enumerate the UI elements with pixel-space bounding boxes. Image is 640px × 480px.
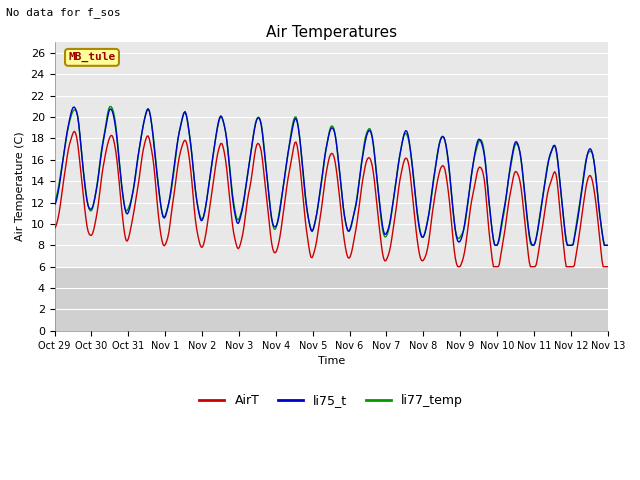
AirT [556, 201, 563, 206]
AirT [362, 163, 369, 169]
Y-axis label: Air Temperature (C): Air Temperature (C) [15, 132, 25, 241]
Legend: AirT, li75_t, li77_temp: AirT, li75_t, li77_temp [195, 389, 468, 412]
AirT [460, 254, 467, 260]
AirT [70, 129, 78, 134]
li75_t [224, 146, 232, 152]
Bar [54, 42, 608, 267]
li75_t [70, 104, 78, 110]
Bar [54, 267, 608, 331]
AirT [51, 226, 58, 231]
Title: Air Temperatures: Air Temperatures [266, 24, 397, 39]
li75_t [51, 202, 58, 208]
AirT [604, 264, 612, 270]
AirT [224, 177, 232, 182]
li75_t [362, 139, 369, 144]
li75_t [388, 207, 396, 213]
li77_temp [362, 135, 369, 141]
AirT [455, 264, 463, 270]
li77_temp [285, 144, 293, 150]
X-axis label: Time: Time [317, 356, 345, 366]
AirT [388, 235, 396, 241]
li77_temp [224, 145, 232, 151]
li75_t [285, 144, 293, 150]
li77_temp [388, 209, 396, 215]
li75_t [458, 233, 466, 239]
li77_temp [492, 242, 500, 248]
li77_temp [51, 198, 58, 204]
li77_temp [106, 104, 114, 109]
Line: li77_temp: li77_temp [54, 107, 608, 245]
li75_t [604, 242, 612, 248]
li75_t [492, 242, 500, 248]
Text: MB_tule: MB_tule [68, 52, 116, 62]
AirT [285, 170, 293, 176]
li75_t [556, 172, 563, 178]
li77_temp [604, 242, 612, 248]
Line: AirT: AirT [54, 132, 608, 267]
li77_temp [458, 230, 466, 236]
Line: li75_t: li75_t [54, 107, 608, 245]
Text: No data for f_sos: No data for f_sos [6, 7, 121, 18]
li77_temp [556, 174, 563, 180]
